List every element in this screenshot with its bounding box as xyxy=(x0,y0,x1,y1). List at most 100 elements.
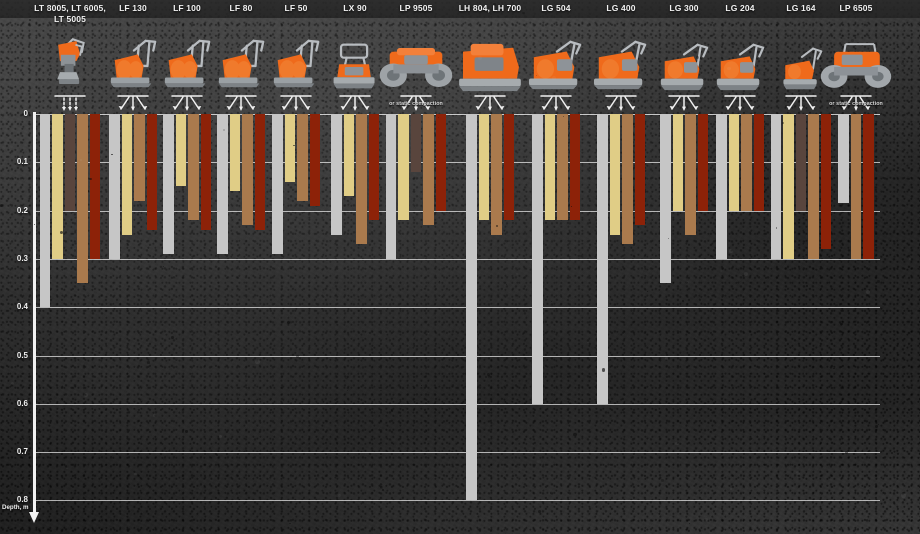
heavy-reversible-plate-icon xyxy=(450,32,530,94)
y-tick-0.5: 0.5 xyxy=(16,350,28,360)
bar-mixed-soil-11 xyxy=(741,114,752,211)
bar-sand-gravel-11 xyxy=(728,114,739,211)
bar-mixed-soil-3 xyxy=(242,114,253,226)
machine-illustration-10 xyxy=(644,32,724,112)
bar-gravel-crushed-rock-2 xyxy=(163,114,174,255)
machine-illustration-1 xyxy=(93,32,173,112)
bar-mixed-soil-5 xyxy=(356,114,367,245)
machine-illustration-9 xyxy=(581,32,661,112)
bar-sand-gravel-0 xyxy=(52,114,63,259)
gridline-0.6 xyxy=(33,403,880,405)
bar-clay-cohesive-soil-11 xyxy=(753,114,764,211)
bar-clay-cohesive-soil-3 xyxy=(254,114,265,230)
spread-vibration-arrows-icon xyxy=(450,94,530,112)
bar-clay-cohesive-soil-12 xyxy=(820,114,832,250)
spread-vibration-arrows-icon xyxy=(201,94,281,112)
y-tick-0.3: 0.3 xyxy=(16,253,28,263)
bar-gravel-crushed-rock-5 xyxy=(331,114,342,235)
spread-vibration-arrows-icon xyxy=(516,94,596,112)
model-label-lf-4: LF 50 xyxy=(284,3,308,13)
model-label-lh-7: LH 804, LH 700 xyxy=(458,3,522,13)
model-label-lg-11: LG 204 xyxy=(725,3,755,13)
tandem-roller-icon xyxy=(816,32,896,94)
spread-vibration-arrows-icon xyxy=(644,94,724,112)
forward-plate-compactor-icon xyxy=(256,32,336,94)
gridline-0.5 xyxy=(33,355,880,357)
static-compaction-note-13: or static compaction xyxy=(829,101,883,107)
bar-mixed-soil-7 xyxy=(491,114,502,235)
forward-plate-compactor-icon xyxy=(201,32,281,94)
depth-axis-line xyxy=(33,112,36,513)
bar-gravel-crushed-rock-8 xyxy=(532,114,543,404)
bar-clay-cohesive-soil-4 xyxy=(309,114,320,206)
spread-vibration-arrows-icon xyxy=(581,94,661,112)
bar-mixed-soil-1 xyxy=(134,114,145,201)
y-tick-0.6: 0.6 xyxy=(16,398,28,408)
bar-gravel-crushed-rock-6 xyxy=(385,114,397,259)
gridline-0 xyxy=(33,114,880,115)
y-tick-0: 0 xyxy=(23,109,28,118)
machine-illustration-4 xyxy=(256,32,336,112)
model-label-lf-2: LF 100 xyxy=(173,3,201,13)
spread-vibration-arrows-icon xyxy=(147,94,227,112)
bar-sand-gravel-7 xyxy=(478,114,489,221)
large-reversible-plate-icon xyxy=(516,32,596,94)
spread-vibration-arrows-icon xyxy=(816,94,896,112)
machine-illustration-6 xyxy=(376,32,456,112)
bar-clay-cohesive-soil-1 xyxy=(146,114,157,230)
bar-gravel-crushed-rock-9 xyxy=(597,114,608,404)
bar-clay-cohesive-soil-10 xyxy=(697,114,708,211)
machine-illustration-13 xyxy=(816,32,896,112)
forward-plate-compactor-icon xyxy=(147,32,227,94)
bar-gravel-crushed-rock-10 xyxy=(660,114,671,284)
model-label-lp-6: LP 9505 xyxy=(399,3,433,13)
bar-sand-gravel-6 xyxy=(398,114,409,221)
model-label-lg-8: LG 504 xyxy=(541,3,571,13)
bar-mixed-soil-6 xyxy=(423,114,434,226)
bar-mixed-soil-0 xyxy=(77,114,88,284)
spread-vibration-arrows-icon xyxy=(700,94,780,112)
bar-sand-gravel-10 xyxy=(672,114,683,211)
spread-vibration-arrows-icon xyxy=(376,94,456,112)
bar-gravel-crushed-rock-13 xyxy=(838,114,849,204)
bar-clay-cohesive-soil-13 xyxy=(863,114,874,259)
bar-sand-gravel-4 xyxy=(284,114,295,182)
gridline-0.3 xyxy=(33,258,880,260)
bar-sand-gravel-1 xyxy=(121,114,132,235)
spread-vibration-arrows-icon xyxy=(315,94,395,112)
small-reversible-plate-icon xyxy=(761,32,841,94)
bar-sand-gravel-9 xyxy=(609,114,620,235)
bar-clay-cohesive-soil-7 xyxy=(503,114,514,221)
gridline-0.8 xyxy=(33,500,880,502)
bar-clay-cohesive-soil-2 xyxy=(200,114,211,230)
machine-illustration-3 xyxy=(201,32,281,112)
model-label-lf-3: LF 80 xyxy=(229,3,253,13)
bar-gravel-crushed-rock-11 xyxy=(716,114,727,259)
model-label-lg-10: LG 300 xyxy=(669,3,699,13)
bar-mixed-soil-10 xyxy=(685,114,696,235)
model-label-lg-12: LG 164 xyxy=(786,3,816,13)
bar-silty-soil-12 xyxy=(795,114,807,211)
bar-gravel-crushed-rock-1 xyxy=(109,114,120,259)
large-reversible-plate-icon xyxy=(581,32,661,94)
bar-clay-cohesive-soil-0 xyxy=(89,114,101,259)
model-label-lp-13: LP 6505 xyxy=(839,3,873,13)
bar-silty-soil-6 xyxy=(410,114,422,172)
model-label-lg-9: LG 400 xyxy=(606,3,636,13)
y-tick-0.4: 0.4 xyxy=(16,302,28,312)
bar-clay-cohesive-soil-6 xyxy=(435,114,447,211)
forward-plate-compactor-icon xyxy=(93,32,173,94)
machine-illustration-2 xyxy=(147,32,227,112)
header-dark-strip xyxy=(0,0,920,18)
spread-vibration-arrows-icon xyxy=(761,94,841,112)
static-compaction-note-6: or static compaction xyxy=(389,101,443,107)
model-label-lx-5: LX 90 xyxy=(343,3,367,13)
model-label-lf-1: LF 130 xyxy=(119,3,147,13)
machine-illustration-11 xyxy=(700,32,780,112)
gridline-0.2 xyxy=(33,210,880,212)
bar-mixed-soil-4 xyxy=(297,114,308,201)
spread-vibration-arrows-icon xyxy=(93,94,173,112)
